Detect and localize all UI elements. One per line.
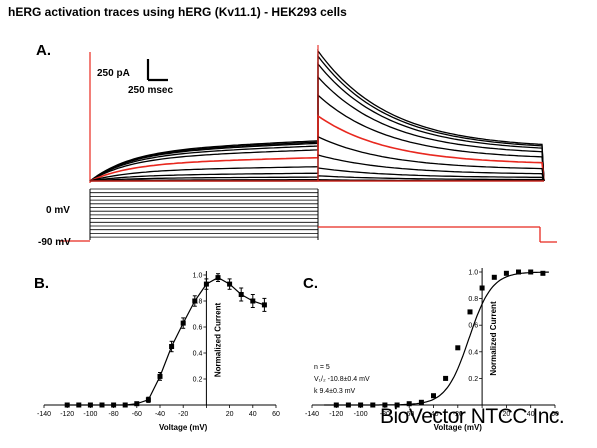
data-point: [516, 269, 521, 275]
data-point: [491, 274, 497, 280]
data-point: [358, 402, 364, 408]
data-point: [192, 298, 198, 304]
data-point: [250, 298, 256, 304]
y-tick-label: 0.2: [468, 376, 478, 383]
scale-current-label: 250 pA: [97, 68, 130, 79]
data-point: [370, 402, 376, 408]
data-point: [145, 397, 151, 403]
x-tick-label: 60: [272, 411, 280, 418]
y-axis-label: Normalized Current: [489, 301, 498, 376]
data-point: [528, 269, 534, 275]
x-tick-label: -120: [329, 411, 343, 418]
x-tick-label: 20: [226, 411, 234, 418]
x-tick-label: -20: [453, 411, 463, 418]
x-tick-label: -100: [354, 411, 368, 418]
voltage-protocol: [60, 188, 557, 243]
annotation: k 9.4±0.3 mV: [314, 388, 356, 395]
data-point: [215, 275, 221, 281]
x-tick-label: -60: [404, 411, 414, 418]
x-tick-label: -100: [83, 411, 97, 418]
y-tick-label: 0.8: [468, 296, 478, 303]
y-tick-label: 0.4: [468, 349, 478, 356]
data-point: [503, 270, 509, 276]
data-point: [540, 270, 546, 276]
iv-plot: -140 -120 -100 -80 -60 -40 -20 20 40 60 0.2 0.4 0.6 0…: [37, 271, 280, 432]
data-point: [169, 344, 175, 349]
x-tick-label: -80: [109, 411, 119, 418]
x-tick-label: -40: [428, 411, 438, 418]
data-point: [443, 375, 449, 381]
data-point: [64, 402, 70, 408]
y-tick-label: 0.2: [193, 377, 203, 384]
y-tick-label: 0.8: [193, 299, 203, 306]
x-tick-label: -80: [380, 411, 390, 418]
data-point: [227, 281, 233, 287]
data-point: [394, 402, 400, 408]
fit-line: [67, 276, 265, 406]
data-point: [99, 402, 105, 408]
activation-plot: -140 -120 -100 -80 -60 -40 -20 20 40 600.20.40.60…: [305, 268, 559, 432]
data-point: [431, 393, 436, 399]
annotation: n = 5: [314, 364, 330, 371]
brand-watermark: BioVector NTCC Inc.: [380, 405, 565, 428]
annotation: V₁/₂ -10.8±0.4 mV: [314, 376, 370, 383]
x-tick-label: 20: [503, 411, 511, 418]
x-tick-label: 60: [551, 411, 559, 418]
data-point: [345, 402, 351, 408]
x-tick-label: -60: [132, 411, 142, 418]
data-point: [238, 292, 244, 297]
data-point: [157, 373, 163, 379]
scale-time-label: 250 msec: [128, 85, 173, 96]
panel-c-label: C.: [303, 275, 318, 292]
x-tick-label: -40: [155, 411, 165, 418]
current-trace: [89, 54, 545, 182]
data-point: [382, 402, 388, 408]
panel-a-label: A.: [36, 42, 51, 59]
x-tick-label: 40: [249, 411, 257, 418]
current-traces: [89, 45, 545, 183]
current-trace: [89, 62, 545, 182]
data-point: [261, 302, 267, 308]
scale-bar: 250 pA 250 msec: [97, 59, 173, 96]
y-tick-label: 0.4: [193, 351, 203, 358]
x-axis-label: Voltage (mV): [434, 423, 483, 432]
fit-line: [324, 271, 549, 406]
y-tick-label: 1.0: [468, 270, 478, 277]
x-tick-label: -140: [37, 411, 51, 418]
current-trace: [89, 49, 545, 182]
data-point: [111, 402, 117, 408]
hold-mv-label: -90 mV: [38, 237, 71, 248]
x-tick-label: -20: [178, 411, 188, 418]
panel-b-label: B.: [34, 275, 49, 292]
data-point: [122, 402, 128, 408]
y-tick-label: 1.0: [193, 273, 203, 280]
page-title: hERG activation traces using hERG (Kv11.…: [8, 5, 347, 19]
data-point: [479, 285, 485, 291]
data-point: [87, 402, 93, 408]
x-tick-label: 40: [527, 411, 535, 418]
data-point: [406, 401, 412, 407]
data-point: [203, 281, 209, 287]
zero-mv-label: 0 mV: [46, 205, 70, 216]
data-point: [76, 402, 82, 408]
x-axis-label: Voltage (mV): [159, 423, 208, 432]
x-tick-label: -140: [305, 411, 319, 418]
data-point: [418, 399, 424, 405]
x-tick-label: -120: [60, 411, 74, 418]
data-point: [134, 401, 140, 407]
data-point: [467, 309, 473, 315]
y-axis-label: Normalized Current: [213, 303, 222, 378]
y-tick-label: 0.6: [193, 325, 203, 332]
data-point: [455, 345, 461, 351]
data-point: [180, 320, 186, 326]
data-point: [333, 402, 339, 408]
